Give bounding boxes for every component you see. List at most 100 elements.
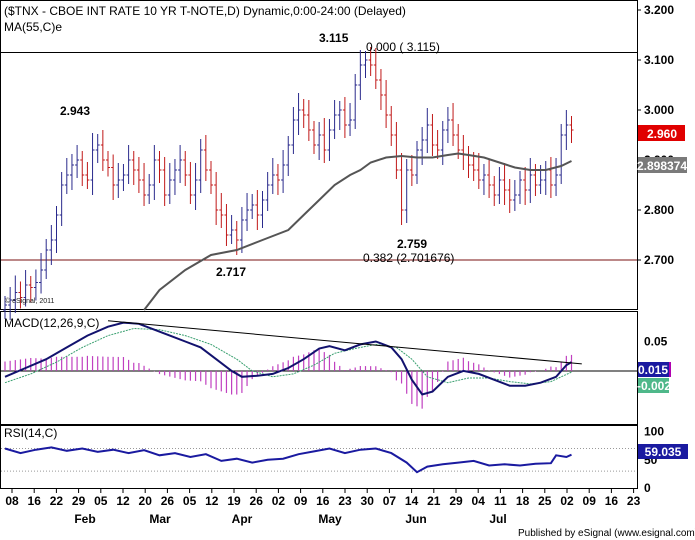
ohlc-bar	[445, 107, 450, 143]
annotation-high: 3.115	[319, 31, 349, 45]
watermark: © eSignal, 2011	[5, 297, 55, 305]
ma-label: MA(55,C)e	[4, 20, 62, 34]
ohlc-bar	[306, 100, 311, 141]
ohlc-bar	[559, 124, 564, 184]
x-month-label: Feb	[74, 512, 95, 526]
signal-line	[4, 327, 572, 385]
ohlc-bar	[368, 47, 373, 76]
ohlc-bar	[183, 151, 188, 186]
ohlc-bar	[214, 172, 219, 225]
ohlc-bar	[554, 158, 559, 196]
annotation-low1: 2.717	[216, 265, 246, 279]
ohlc-bar	[111, 154, 116, 200]
x-tick-label: 02	[560, 494, 574, 508]
ohlc-bar	[100, 130, 105, 171]
x-tick-label: 09	[294, 494, 308, 508]
price-tick-label: 3.100	[644, 53, 674, 67]
ohlc-bar	[44, 239, 49, 279]
ohlc-bar	[358, 50, 363, 100]
macd-series	[1, 320, 637, 409]
ohlc-bar	[209, 161, 213, 194]
signal-value: -0.002	[637, 379, 671, 393]
annotation-left-high: 2.943	[60, 104, 90, 118]
ohlc-bar	[291, 107, 296, 154]
ohlc-bar	[492, 176, 497, 206]
ohlc-bar	[178, 145, 183, 183]
ohlc-bar	[54, 206, 59, 253]
macd-trendline	[107, 320, 582, 365]
x-tick-label: 21	[427, 494, 441, 508]
x-tick-label: 29	[72, 494, 86, 508]
rsi-panel	[0, 425, 638, 489]
ohlc-bar	[518, 171, 522, 204]
ohlc-bar	[415, 141, 419, 184]
footer-credit: Published by eSignal (www.esignal.com)	[518, 528, 695, 539]
ohlc-bar	[203, 135, 208, 181]
ohlc-bar	[64, 158, 69, 194]
ohlc-bar	[255, 190, 260, 230]
ohlc-bar	[172, 159, 177, 195]
x-tick-label: 23	[338, 494, 352, 508]
x-tick-label: 26	[250, 494, 264, 508]
x-tick-label: 29	[449, 494, 463, 508]
ohlc-bar	[59, 172, 64, 226]
ohlc-bar	[384, 80, 389, 128]
macd-value: 0.015	[638, 363, 668, 377]
ohlc-bar	[126, 145, 131, 184]
x-tick-label: 11	[494, 494, 507, 508]
macd-label: MACD(12,26,9,C)	[4, 316, 99, 330]
ohlc-bar	[487, 160, 492, 198]
ohlc-bar	[3, 296, 7, 319]
x-tick-label: 16	[605, 494, 619, 508]
x-tick-label: 18	[516, 494, 530, 508]
ohlc-bar	[363, 51, 368, 78]
ohlc-bar	[265, 172, 270, 211]
x-month-label: Mar	[149, 512, 171, 526]
rsi-tick-label: 0	[644, 481, 651, 495]
ohlc-bar	[157, 151, 162, 183]
rsi-series	[1, 446, 637, 474]
ohlc-bar	[389, 106, 394, 146]
ohlc-bar	[353, 74, 358, 129]
x-tick-label: 26	[161, 494, 175, 508]
ohlc-bar	[116, 163, 121, 198]
ohlc-bar	[260, 191, 265, 228]
rsi-tick-label: 100	[644, 425, 664, 439]
ohlc-bar	[497, 167, 502, 204]
x-tick-label: 23	[627, 494, 641, 508]
ohlc-bar	[250, 194, 255, 219]
ohlc-bar	[75, 145, 80, 178]
chart-title: ($TNX - CBOE INT RATE 10 YR T-NOTE,D) Dy…	[4, 4, 406, 18]
ohlc-bar	[451, 103, 456, 146]
ohlc-bar	[281, 150, 286, 193]
ohlc-bar	[476, 153, 481, 189]
ohlc-bar	[270, 158, 275, 194]
x-tick-label: 12	[205, 494, 219, 508]
ohlc-bar	[399, 153, 404, 225]
x-tick-label: 05	[183, 494, 197, 508]
x-month-label: May	[318, 512, 342, 526]
x-tick-label: 09	[583, 494, 597, 508]
ohlc-bar	[147, 174, 152, 204]
annotation-fib382: 0.382 (2.701676)	[363, 251, 454, 265]
macd-tick-label: 0.05	[644, 334, 668, 348]
ohlc-bar	[409, 155, 414, 186]
ohlc-bar	[569, 116, 574, 143]
ohlc-bar	[142, 163, 147, 206]
ohlc-bar	[502, 163, 507, 205]
ohlc-bar	[301, 99, 306, 128]
ohlc-bar	[404, 159, 409, 223]
ohlc-bar	[90, 133, 95, 195]
ohlc-bar	[512, 180, 517, 211]
ohlc-bar	[394, 122, 399, 179]
x-tick-label: 30	[361, 494, 375, 508]
ohlc-bar	[435, 130, 440, 159]
ma-value-box	[638, 157, 687, 173]
ohlc-bar	[296, 93, 301, 135]
x-tick-label: 04	[472, 494, 486, 508]
ohlc-bar	[275, 164, 280, 195]
ohlc-bar	[23, 270, 28, 307]
axes: 3.2003.1003.0002.9002.8002.7000.05100500…	[5, 3, 674, 526]
ohlc-bar	[193, 163, 198, 210]
